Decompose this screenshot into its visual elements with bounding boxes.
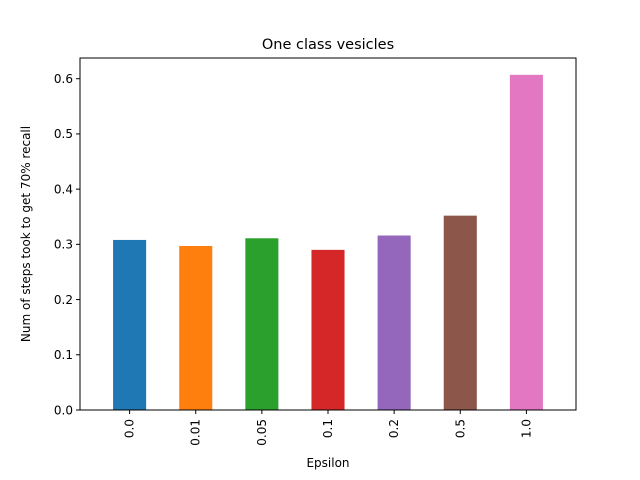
y-axis-label: Num of steps took to get 70% recall bbox=[19, 126, 33, 342]
bar-0.2 bbox=[377, 235, 411, 410]
x-tick-label: 1.0 bbox=[519, 419, 533, 438]
bar-1.0 bbox=[509, 74, 543, 410]
plot-frame bbox=[79, 57, 577, 411]
y-tick-label: 0.5 bbox=[54, 127, 73, 141]
bars-group bbox=[113, 74, 543, 410]
y-tick-label: 0.0 bbox=[54, 403, 73, 417]
x-axis-label: Epsilon bbox=[306, 456, 349, 470]
x-tick-label: 0.0 bbox=[123, 419, 137, 438]
y-tick-label: 0.1 bbox=[54, 348, 73, 362]
bar-0.05 bbox=[245, 238, 279, 410]
x-tick-label: 0.01 bbox=[189, 419, 203, 446]
y-tick-label: 0.2 bbox=[54, 293, 73, 307]
y-tick-label: 0.3 bbox=[54, 238, 73, 252]
x-tick-label: 0.05 bbox=[255, 419, 269, 446]
x-tick-label: 0.5 bbox=[453, 419, 467, 438]
y-axis: 0.0 0.1 0.2 0.3 0.4 0.5 0.6 bbox=[54, 72, 80, 417]
y-tick-label: 0.6 bbox=[54, 72, 73, 86]
x-tick-label: 0.2 bbox=[387, 419, 401, 438]
chart-title: One class vesicles bbox=[262, 37, 394, 53]
bar-0.5 bbox=[443, 215, 477, 410]
bar-0.1 bbox=[311, 249, 345, 410]
x-tick-label: 0.1 bbox=[321, 419, 335, 438]
bar-0.0 bbox=[113, 239, 147, 410]
bar-0.01 bbox=[179, 246, 213, 410]
x-axis: 0.0 0.01 0.05 0.1 0.2 0.5 1.0 bbox=[123, 410, 533, 446]
y-tick-label: 0.4 bbox=[54, 182, 73, 196]
